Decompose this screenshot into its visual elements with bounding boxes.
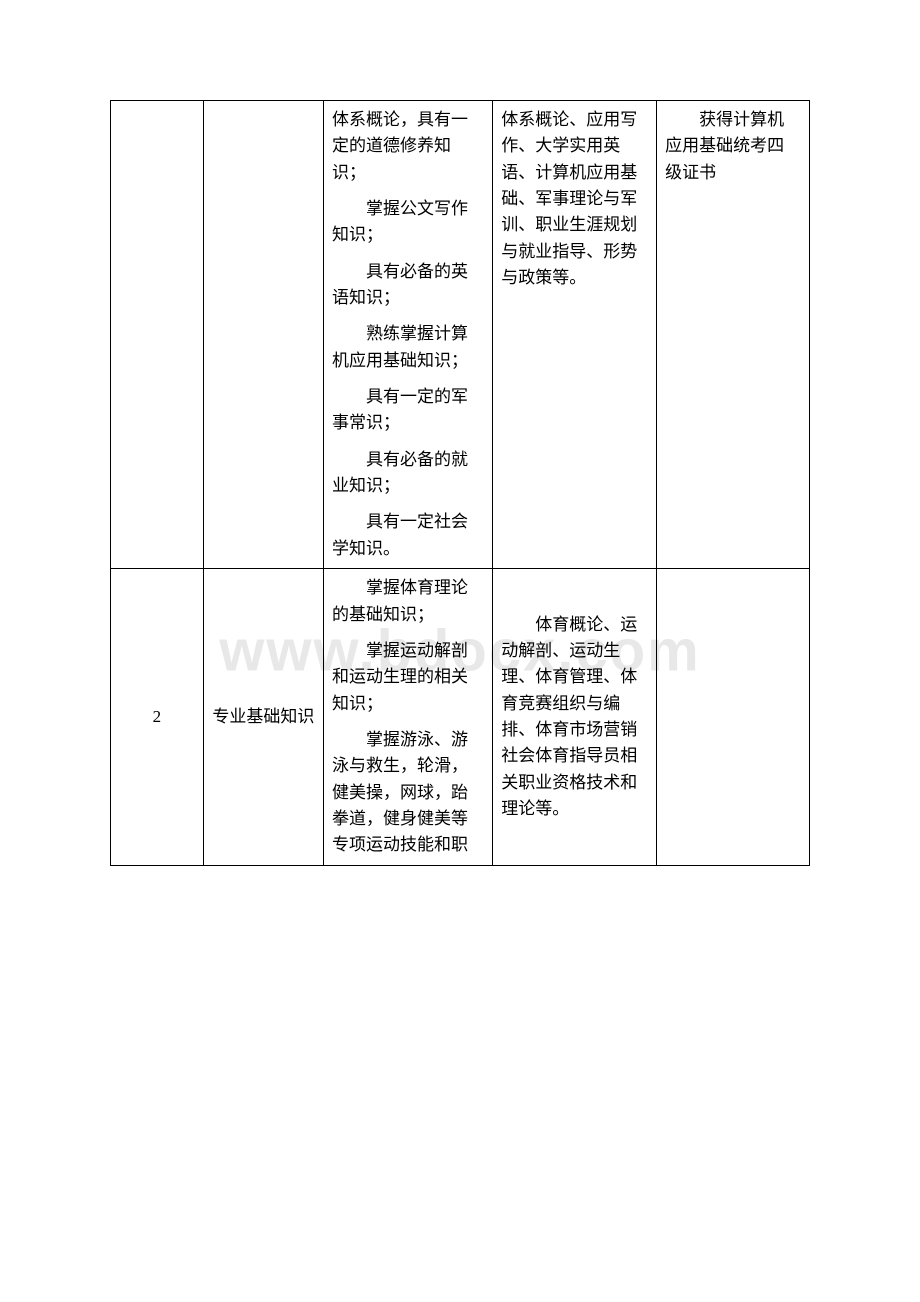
para: 体系概论，具有一定的道德修养知识； [332,107,484,186]
table-row: 2 专业基础知识 掌握体育理论的基础知识； 掌握运动解剖和运动生理的相关知识； … [111,569,810,865]
para: 掌握游泳、游泳与救生，轮滑，健美操，网球，跆拳道，健身健美等专项运动技能和职 [332,727,484,859]
para: 具有一定社会学知识。 [332,509,484,562]
para: 掌握体育理论的基础知识； [332,575,484,628]
table-row: 体系概论，具有一定的道德修养知识； 掌握公文写作知识； 具有必备的英语知识； 熟… [111,101,810,569]
para: 掌握运动解剖和运动生理的相关知识； [332,638,484,717]
para: 体系概论、应用写作、大学实用英语、计算机应用基础、军事理论与军训、职业生涯规划与… [501,107,648,291]
para: 熟练掌握计算机应用基础知识； [332,321,484,374]
cell-knowledge: 体系概论，具有一定的道德修养知识； 掌握公文写作知识； 具有必备的英语知识； 熟… [323,101,492,569]
cell-certificate [657,569,810,865]
cell-courses: 体育概论、运动解剖、运动生理、体育管理、体育竞赛组织与编排、体育市场营销社会体育… [493,569,657,865]
para: 掌握公文写作知识； [332,196,484,249]
para: 获得计算机应用基础统考四级证书 [665,107,801,186]
cell-category: 专业基础知识 [203,569,323,865]
para: 具有必备的就业知识； [332,447,484,500]
curriculum-table: 体系概论，具有一定的道德修养知识； 掌握公文写作知识； 具有必备的英语知识； 熟… [110,100,810,866]
para: 具有一定的军事常识； [332,384,484,437]
cell-index [111,101,204,569]
cell-knowledge: 掌握体育理论的基础知识； 掌握运动解剖和运动生理的相关知识； 掌握游泳、游泳与救… [323,569,492,865]
cell-category [203,101,323,569]
cell-index: 2 [111,569,204,865]
para: 体育概论、运动解剖、运动生理、体育管理、体育竞赛组织与编排、体育市场营销社会体育… [501,612,648,823]
cell-courses: 体系概论、应用写作、大学实用英语、计算机应用基础、军事理论与军训、职业生涯规划与… [493,101,657,569]
cell-certificate: 获得计算机应用基础统考四级证书 [657,101,810,569]
para: 具有必备的英语知识； [332,259,484,312]
